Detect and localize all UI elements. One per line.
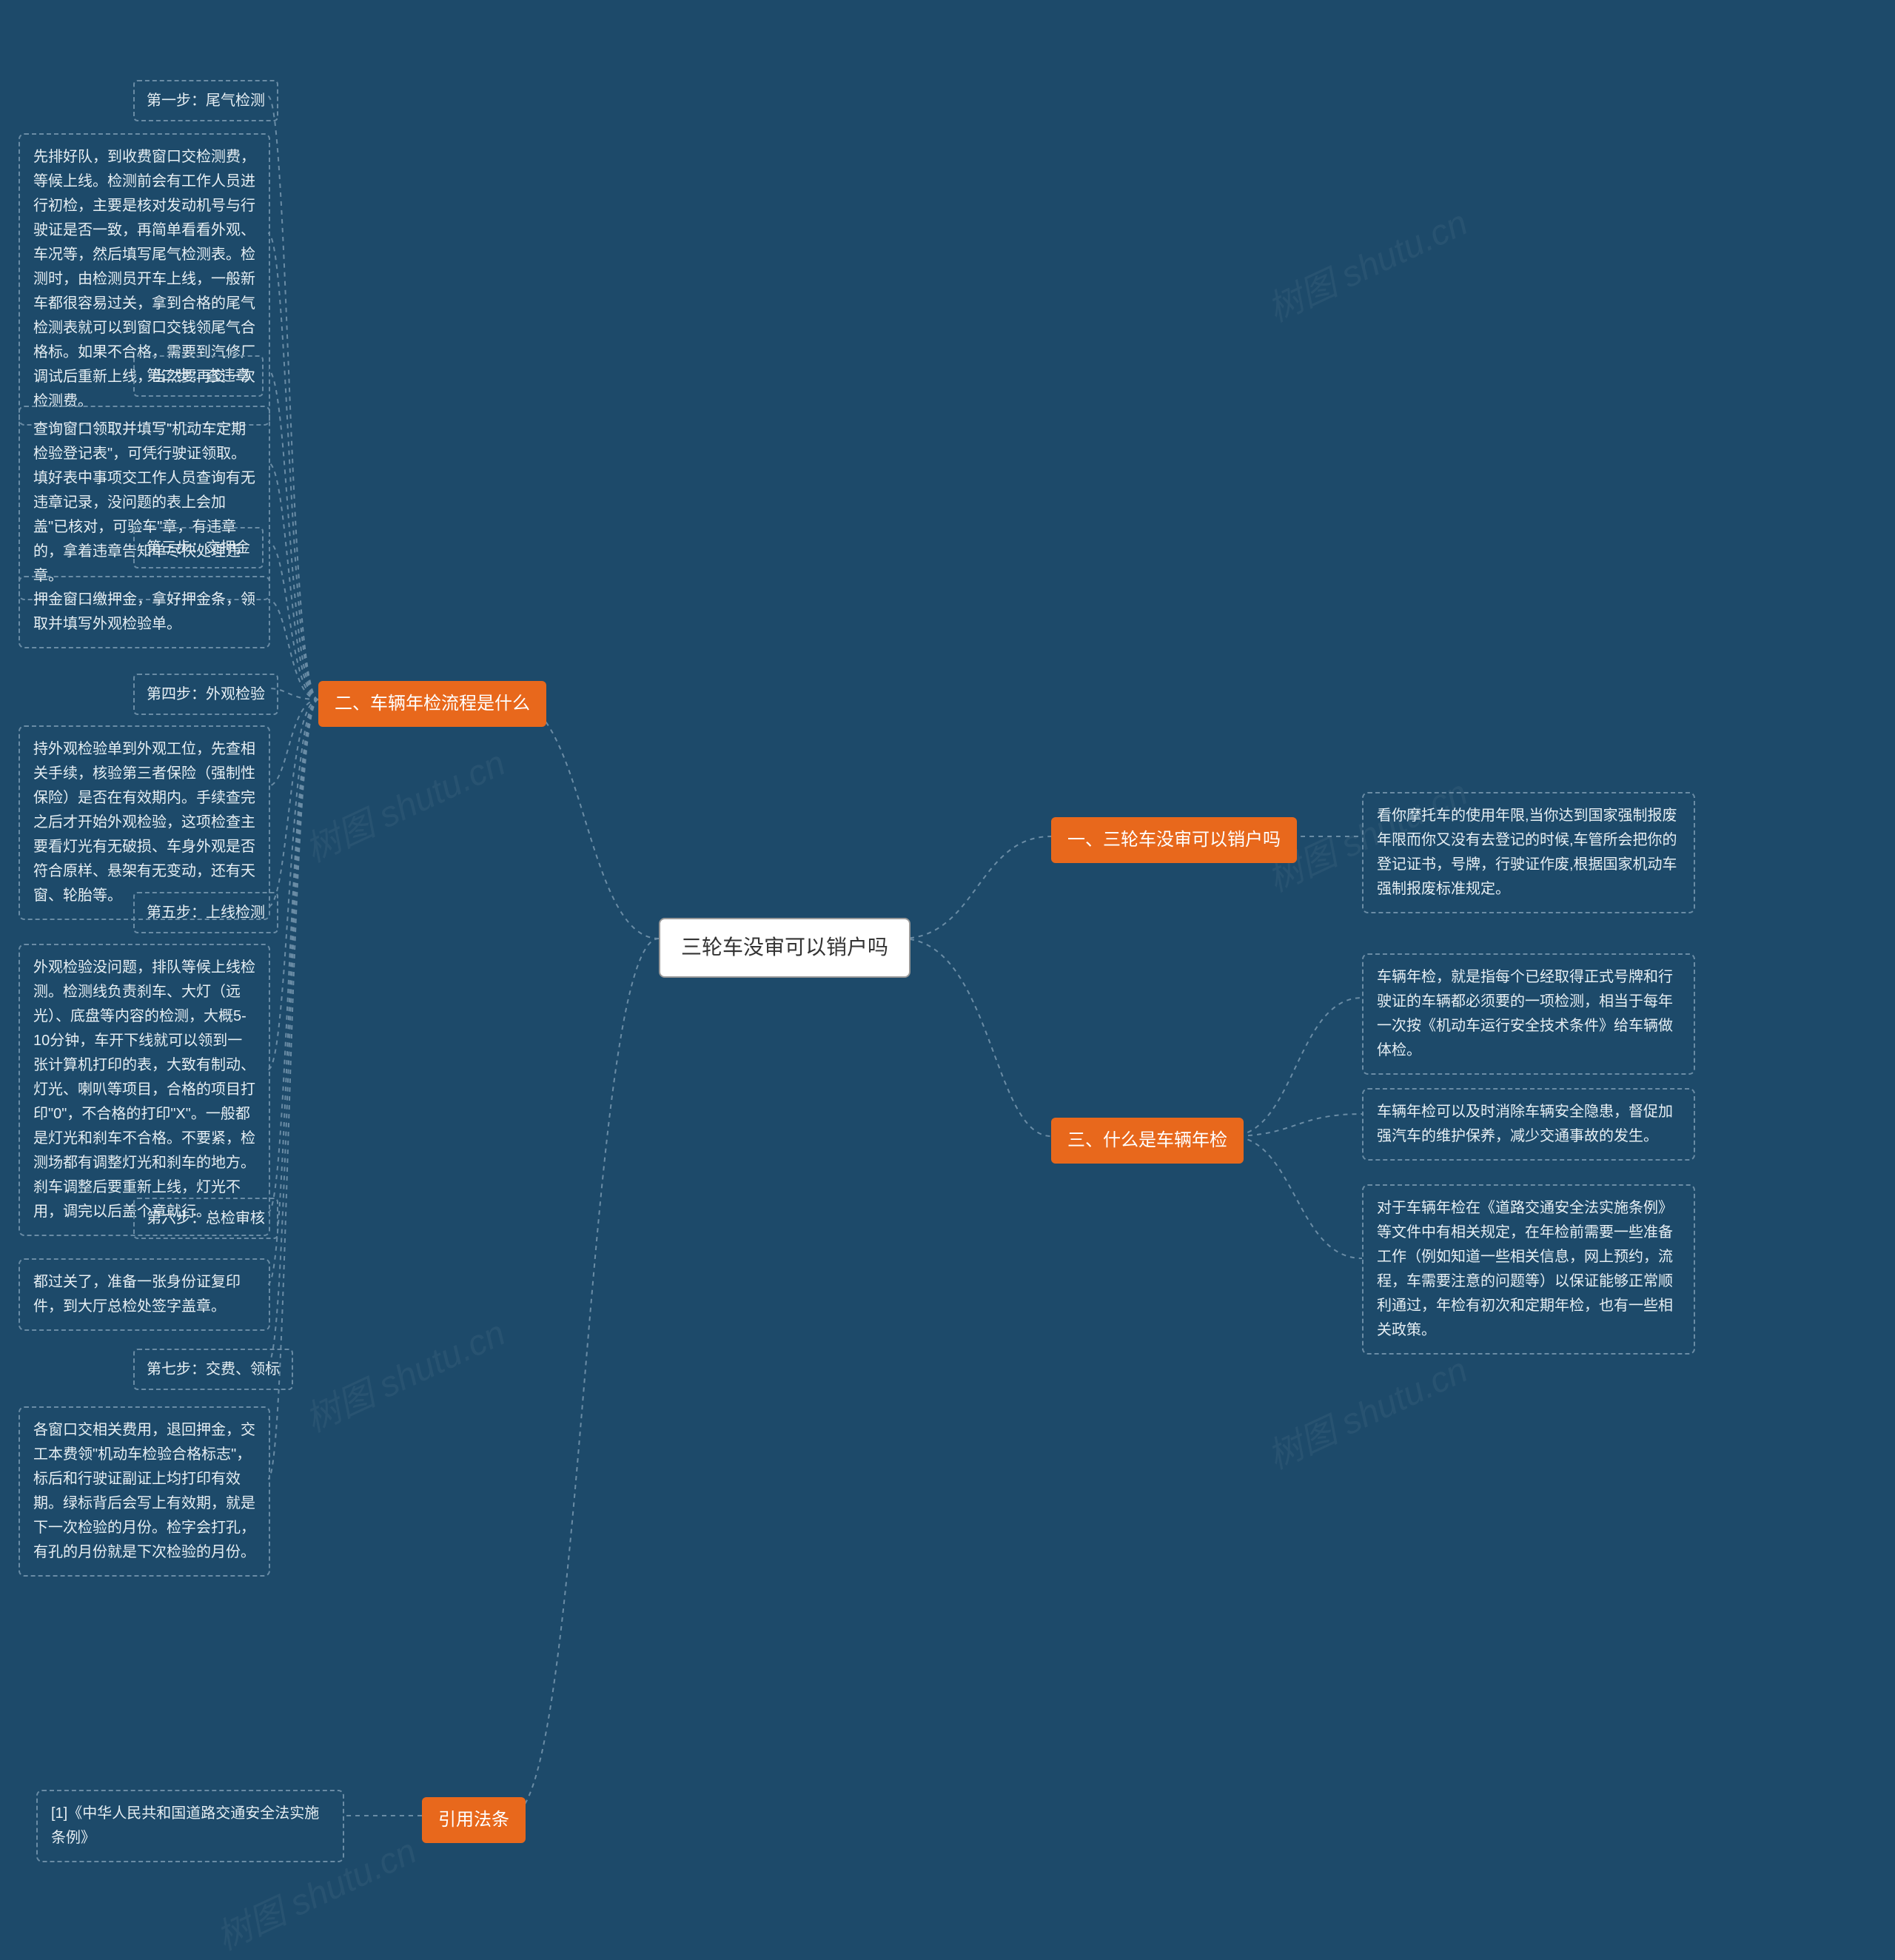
step-3-detail: 押金窗口缴押金，拿好押金条，领取并填写外观检验单。 <box>19 576 270 648</box>
watermark: 树图 shutu.cn <box>1258 1341 1475 1479</box>
step-4-detail: 持外观检验单到外观工位，先查相关手续，核验第三者保险（强制性保险）是否在有效期内… <box>19 725 270 920</box>
step-5: 第五步：上线检测 <box>133 892 278 933</box>
step-2: 第二步：查违章 <box>133 355 264 397</box>
branch-1-leaf: 看你摩托车的使用年限,当你达到国家强制报废年限而你又没有去登记的时候,车管所会把… <box>1362 792 1695 913</box>
branch-4-leaf: [1]《中华人民共和国道路交通安全法实施条例》 <box>36 1790 344 1862</box>
root-node: 三轮车没审可以销户吗 <box>659 918 910 978</box>
branch-4: 引用法条 <box>422 1797 526 1843</box>
branch-3-leaf-2: 车辆年检可以及时消除车辆安全隐患，督促加强汽车的维护保养，减少交通事故的发生。 <box>1362 1088 1695 1161</box>
step-6: 第六步：总检审核 <box>133 1198 278 1239</box>
branch-3-leaf-1: 车辆年检，就是指每个已经取得正式号牌和行驶证的车辆都必须要的一项检测，相当于每年… <box>1362 953 1695 1075</box>
watermark: 树图 shutu.cn <box>1258 194 1475 332</box>
step-1: 第一步：尾气检测 <box>133 80 278 121</box>
step-5-detail: 外观检验没问题，排队等候上线检测。检测线负责刹车、大灯（远光）、底盘等内容的检测… <box>19 944 270 1236</box>
step-6-detail: 都过关了，准备一张身份证复印件，到大厅总检处签字盖章。 <box>19 1258 270 1331</box>
branch-1: 一、三轮车没审可以销户吗 <box>1051 817 1297 863</box>
watermark: 树图 shutu.cn <box>295 1304 512 1442</box>
step-7: 第七步：交费、领标 <box>133 1349 293 1390</box>
step-4: 第四步：外观检验 <box>133 674 278 715</box>
branch-3: 三、什么是车辆年检 <box>1051 1118 1244 1164</box>
branch-2: 二、车辆年检流程是什么 <box>318 681 546 727</box>
branch-3-leaf-3: 对于车辆年检在《道路交通安全法实施条例》等文件中有相关规定，在年检前需要一些准备… <box>1362 1184 1695 1355</box>
step-2-detail: 查询窗口领取并填写"机动车定期检验登记表"，可凭行驶证领取。填好表中事项交工作人… <box>19 406 270 600</box>
watermark: 树图 shutu.cn <box>295 734 512 872</box>
step-3: 第三步：交押金 <box>133 527 264 568</box>
step-7-detail: 各窗口交相关费用，退回押金，交工本费领"机动车检验合格标志"，标后和行驶证副证上… <box>19 1406 270 1577</box>
